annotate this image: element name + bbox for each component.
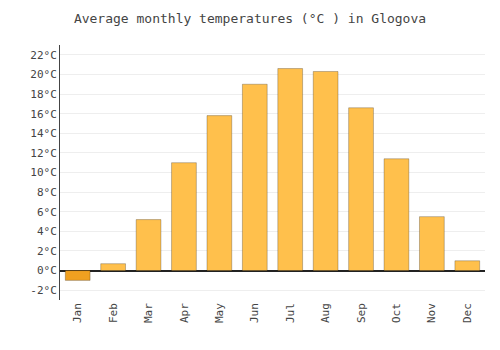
- svg-text:6°C: 6°C: [37, 206, 57, 219]
- svg-text:Sep: Sep: [355, 303, 368, 323]
- svg-text:Nov: Nov: [425, 303, 438, 323]
- svg-text:May: May: [213, 303, 226, 323]
- svg-text:2°C: 2°C: [37, 245, 57, 258]
- svg-text:0°C: 0°C: [37, 264, 57, 277]
- svg-text:8°C: 8°C: [37, 186, 57, 199]
- svg-text:12°C: 12°C: [30, 147, 57, 160]
- svg-text:Aug: Aug: [319, 303, 332, 323]
- svg-text:10°C: 10°C: [30, 166, 57, 179]
- svg-text:14°C: 14°C: [30, 127, 57, 140]
- svg-text:Feb: Feb: [107, 303, 120, 323]
- svg-text:4°C: 4°C: [37, 225, 57, 238]
- svg-text:Average monthly temperatures (: Average monthly temperatures (°C ) in Gl…: [74, 11, 426, 26]
- svg-text:Jul: Jul: [284, 303, 297, 323]
- svg-text:Dec: Dec: [461, 303, 474, 323]
- svg-text:16°C: 16°C: [30, 108, 57, 121]
- svg-text:18°C: 18°C: [30, 88, 57, 101]
- svg-text:Jan: Jan: [71, 303, 84, 323]
- svg-text:-2°C: -2°C: [30, 284, 57, 297]
- svg-text:Mar: Mar: [142, 303, 155, 323]
- svg-text:20°C: 20°C: [30, 68, 57, 81]
- svg-text:Apr: Apr: [178, 303, 191, 323]
- svg-text:Oct: Oct: [390, 303, 403, 323]
- svg-text:22°C: 22°C: [30, 49, 57, 62]
- svg-text:Jun: Jun: [248, 303, 261, 323]
